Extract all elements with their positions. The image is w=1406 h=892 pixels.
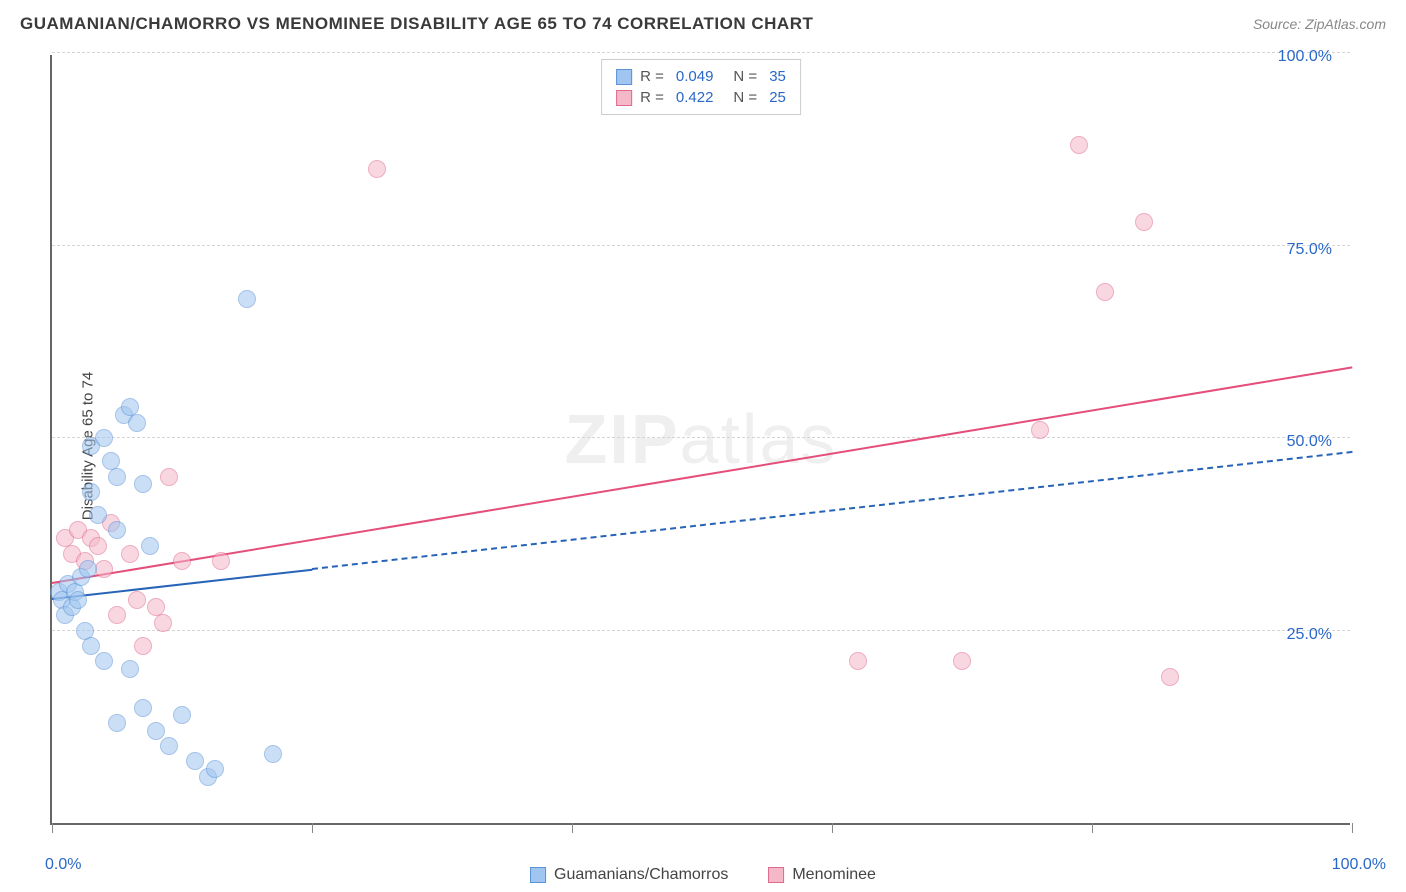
x-tick-label: 0.0% [45, 856, 81, 874]
data-point [69, 591, 87, 609]
legend-stats-row-menominee: R = 0.422 N = 25 [616, 87, 786, 108]
data-point [953, 652, 971, 670]
data-point [134, 475, 152, 493]
data-point [212, 552, 230, 570]
data-point [108, 521, 126, 539]
chart-source: Source: ZipAtlas.com [1253, 16, 1386, 32]
data-point [368, 160, 386, 178]
plot-area: ZIPatlas R = 0.049 N = 35 R = 0.422 N = … [50, 55, 1350, 825]
gridline [52, 245, 1350, 246]
r-label: R = [640, 89, 664, 106]
data-point [141, 537, 159, 555]
y-tick-label: 50.0% [1287, 433, 1332, 451]
y-tick-label: 75.0% [1287, 241, 1332, 259]
legend-item-menominee: Menominee [768, 866, 876, 884]
data-point [1031, 421, 1049, 439]
legend-stats-row-guamanian: R = 0.049 N = 35 [616, 66, 786, 87]
data-point [1135, 213, 1153, 231]
data-point [186, 752, 204, 770]
data-point [173, 706, 191, 724]
x-tick-label: 100.0% [1332, 856, 1386, 874]
data-point [82, 483, 100, 501]
data-point [264, 745, 282, 763]
r-label: R = [640, 68, 664, 85]
data-point [147, 722, 165, 740]
data-point [154, 614, 172, 632]
watermark-zip: ZIP [565, 400, 680, 478]
swatch-guamanian [616, 69, 632, 85]
x-tick [572, 823, 573, 833]
n-label: N = [733, 68, 757, 85]
data-point [95, 560, 113, 578]
legend-series: Guamanians/Chamorros Menominee [530, 866, 876, 884]
data-point [134, 699, 152, 717]
data-point [121, 545, 139, 563]
trend-line [52, 367, 1352, 585]
data-point [160, 737, 178, 755]
data-point [128, 591, 146, 609]
data-point [134, 637, 152, 655]
x-tick [52, 823, 53, 833]
x-tick [1092, 823, 1093, 833]
legend-item-guamanian: Guamanians/Chamorros [530, 866, 728, 884]
data-point [108, 468, 126, 486]
x-tick [312, 823, 313, 833]
data-point [173, 552, 191, 570]
x-tick [1352, 823, 1353, 833]
chart-title: GUAMANIAN/CHAMORRO VS MENOMINEE DISABILI… [20, 14, 813, 34]
chart-header: GUAMANIAN/CHAMORRO VS MENOMINEE DISABILI… [20, 14, 1386, 34]
r-value-menominee: 0.422 [676, 89, 714, 106]
data-point [238, 290, 256, 308]
n-label: N = [733, 89, 757, 106]
data-point [1161, 668, 1179, 686]
data-point [82, 637, 100, 655]
gridline [52, 630, 1350, 631]
swatch-menominee [616, 90, 632, 106]
n-value-menominee: 25 [769, 89, 786, 106]
data-point [79, 560, 97, 578]
r-value-guamanian: 0.049 [676, 68, 714, 85]
y-tick-label: 100.0% [1278, 48, 1332, 66]
x-tick [832, 823, 833, 833]
swatch-guamanian [530, 867, 546, 883]
data-point [89, 537, 107, 555]
trend-line [312, 451, 1352, 570]
gridline [52, 52, 1350, 53]
watermark: ZIPatlas [565, 399, 838, 479]
data-point [121, 660, 139, 678]
data-point [128, 414, 146, 432]
data-point [95, 429, 113, 447]
data-point [206, 760, 224, 778]
legend-label-guamanian: Guamanians/Chamorros [554, 866, 728, 884]
legend-label-menominee: Menominee [792, 866, 876, 884]
data-point [1096, 283, 1114, 301]
data-point [160, 468, 178, 486]
swatch-menominee [768, 867, 784, 883]
data-point [89, 506, 107, 524]
y-tick-label: 25.0% [1287, 626, 1332, 644]
n-value-guamanian: 35 [769, 68, 786, 85]
data-point [108, 606, 126, 624]
data-point [108, 714, 126, 732]
data-point [95, 652, 113, 670]
gridline [52, 437, 1350, 438]
legend-stats-box: R = 0.049 N = 35 R = 0.422 N = 25 [601, 59, 801, 115]
chart-container: GUAMANIAN/CHAMORRO VS MENOMINEE DISABILI… [0, 0, 1406, 892]
data-point [1070, 136, 1088, 154]
data-point [849, 652, 867, 670]
